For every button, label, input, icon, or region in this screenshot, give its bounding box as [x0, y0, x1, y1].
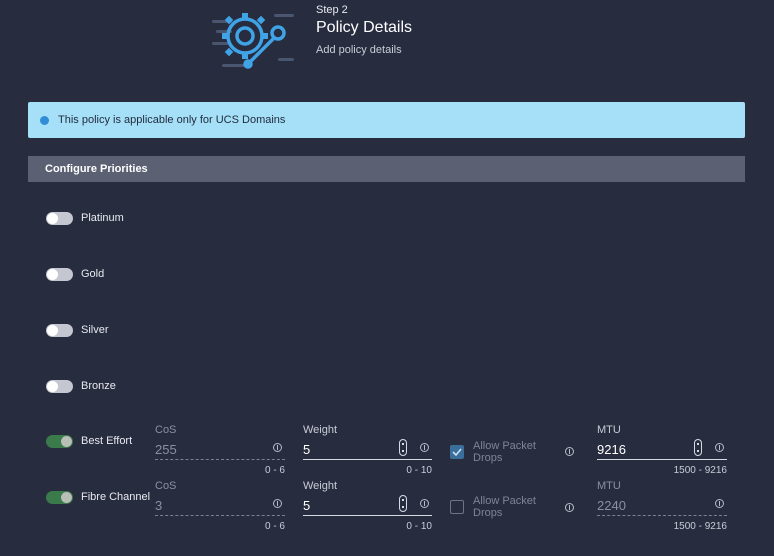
silver-toggle[interactable]	[46, 324, 73, 337]
bronze-label: Bronze	[81, 380, 116, 392]
weight-stepper[interactable]	[399, 439, 407, 456]
mtu-range: 1500 - 9216	[673, 465, 727, 476]
weight-underline	[303, 515, 432, 516]
cos-field: 255	[155, 442, 177, 457]
weight-input[interactable]: 5	[303, 498, 311, 513]
allow-packet-drops-checkbox[interactable]	[450, 445, 464, 459]
mtu-input[interactable]: 9216	[597, 442, 626, 457]
allow-packet-drops-line1: Allow Packet	[473, 495, 536, 507]
info-icon[interactable]	[565, 503, 574, 512]
info-icon[interactable]	[715, 499, 724, 508]
cos-label: CoS	[155, 480, 177, 492]
gold-label: Gold	[81, 268, 105, 280]
best-effort-label: Best Effort	[81, 435, 133, 447]
allow-packet-drops-label: Allow Packet Drops	[473, 495, 563, 519]
toggle-knob	[47, 381, 58, 392]
silver-label: Silver	[81, 324, 109, 336]
info-icon[interactable]	[420, 499, 429, 508]
cos-range: 0 - 6	[264, 521, 285, 532]
check-icon	[452, 448, 462, 457]
mtu-label: MTU	[597, 424, 621, 436]
toggle-knob	[61, 492, 72, 503]
gold-toggle[interactable]	[46, 268, 73, 281]
allow-packet-drops-line2: Drops	[473, 452, 503, 464]
toggle-knob	[61, 436, 72, 447]
mtu-range: 1500 - 9216	[673, 521, 727, 532]
info-icon[interactable]	[565, 447, 574, 456]
allow-packet-drops-checkbox[interactable]	[450, 500, 464, 514]
toggle-knob	[47, 213, 58, 224]
info-dot-icon	[40, 115, 49, 125]
fibre-channel-toggle[interactable]	[46, 491, 73, 504]
best-effort-toggle[interactable]	[46, 435, 73, 448]
gear-wrench-icon	[212, 13, 294, 69]
info-icon[interactable]	[273, 499, 282, 508]
allow-packet-drops-line2: Drops	[473, 507, 503, 519]
info-icon[interactable]	[420, 443, 429, 452]
bronze-toggle[interactable]	[46, 380, 73, 393]
fibre-channel-label: Fibre Channel	[81, 491, 151, 503]
weight-range: 0 - 10	[406, 465, 432, 476]
page-title: Policy Details	[316, 19, 413, 36]
platinum-toggle[interactable]	[46, 212, 73, 225]
weight-stepper[interactable]	[399, 495, 407, 512]
weight-input[interactable]: 5	[303, 442, 311, 457]
cos-range: 0 - 6	[264, 465, 285, 476]
cos-field: 3	[155, 498, 163, 513]
allow-packet-drops-line1: Allow Packet	[473, 440, 536, 452]
toggle-knob	[47, 325, 58, 336]
info-banner: This policy is applicable only for UCS D…	[28, 102, 745, 138]
cos-underline	[155, 459, 285, 460]
info-banner-text: This policy is applicable only for UCS D…	[58, 114, 286, 126]
info-icon[interactable]	[715, 443, 724, 452]
step-label: Step 2	[316, 4, 348, 16]
toggle-knob	[47, 269, 58, 280]
section-header[interactable]: Configure Priorities	[28, 156, 745, 182]
cos-underline	[155, 515, 285, 516]
weight-label: Weight	[303, 424, 338, 436]
weight-label: Weight	[303, 480, 338, 492]
allow-packet-drops-label: Allow Packet Drops	[473, 440, 563, 464]
mtu-label: MTU	[597, 480, 621, 492]
page-subtitle: Add policy details	[316, 44, 402, 56]
mtu-field: 2240	[597, 498, 626, 513]
mtu-underline	[597, 459, 727, 460]
mtu-underline	[597, 515, 727, 516]
weight-underline	[303, 459, 432, 460]
info-icon[interactable]	[273, 443, 282, 452]
cos-label: CoS	[155, 424, 177, 436]
weight-range: 0 - 10	[406, 521, 432, 532]
mtu-stepper[interactable]	[694, 439, 702, 456]
section-title: Configure Priorities	[45, 163, 148, 175]
platinum-label: Platinum	[81, 212, 124, 224]
